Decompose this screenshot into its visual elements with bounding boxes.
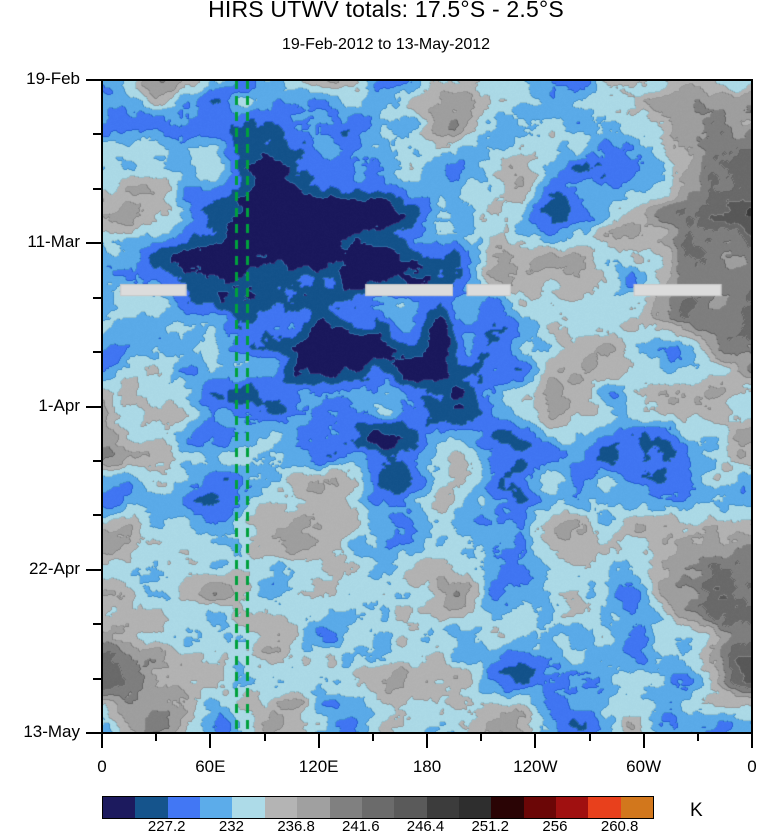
plot-border-top [101, 79, 753, 81]
x-tick-label-2: 120E [298, 757, 339, 776]
plot-border-right [751, 79, 753, 734]
colorbar-swatch-14 [556, 797, 589, 818]
y-tick-label-1-apr: 1-Apr [38, 395, 80, 415]
y-tick-label-19-feb: 19-Feb [26, 69, 80, 88]
y-tick-minor [93, 677, 103, 680]
colorbar-swatch-9 [394, 797, 427, 818]
plot-area [102, 80, 752, 733]
colorbar-unit-label: K [690, 800, 703, 821]
x-tick-major [426, 733, 428, 748]
x-tick-minor [263, 733, 266, 741]
colorbar-swatch-0 [103, 797, 136, 818]
page-title: HIRS UTWV totals: 17.5°S - 2.5°S [208, 0, 564, 22]
colorbar-swatch-6 [297, 797, 330, 818]
colorbar-tick-227.2: 227.2 [147, 818, 186, 835]
colorbar-swatch-3 [200, 797, 233, 818]
x-tick-label-0: 0 [97, 757, 107, 776]
y-tick-label-13-may: 13-May [23, 722, 80, 741]
x-tick-major [751, 733, 753, 748]
colorbar-tick-246.4: 246.4 [406, 818, 445, 835]
x-tick-label-3: 180 [412, 757, 442, 776]
colorbar-swatch-1 [135, 797, 168, 818]
x-tick-major [101, 733, 103, 748]
x-tick-label-5: 60W [626, 757, 662, 776]
x-tick-major [317, 733, 320, 748]
x-tick-minor [155, 733, 158, 741]
x-tick-label-1: 60E [195, 757, 226, 776]
x-tick-label-6: 0 [747, 757, 757, 776]
colorbar-swatch-8 [361, 797, 395, 818]
hovmoller-heatmap-canvas [102, 80, 752, 733]
colorbar-swatch-4 [232, 797, 265, 818]
colorbar-swatch-15 [588, 797, 621, 818]
y-tick-minor [93, 296, 103, 299]
colorbar-swatch-12 [491, 797, 524, 818]
colorbar-tick-236.8: 236.8 [277, 818, 315, 835]
x-tick-major [642, 733, 645, 748]
colorbar-tick-232: 232 [218, 818, 244, 835]
colorbar-swatch-16 [620, 797, 654, 818]
y-tick-major [86, 568, 103, 571]
y-tick-minor [93, 514, 103, 517]
colorbar-tick-251.2: 251.2 [471, 818, 509, 835]
colorbar-swatch-11 [458, 797, 492, 818]
colorbar [102, 796, 654, 819]
y-tick-minor [93, 623, 103, 626]
y-tick-minor [93, 459, 103, 462]
x-tick-minor [371, 733, 374, 741]
y-tick-major [86, 732, 103, 734]
colorbar-tick-241.6: 241.6 [342, 818, 380, 835]
page-subtitle: 19-Feb-2012 to 13-May-2012 [281, 36, 491, 53]
x-tick-major [209, 733, 212, 748]
colorbar-swatch-2 [167, 797, 201, 818]
x-tick-major [534, 733, 537, 748]
y-tick-minor [93, 351, 103, 354]
y-tick-major [86, 242, 103, 245]
y-tick-major [86, 79, 103, 81]
x-tick-minor [696, 733, 699, 741]
colorbar-tick-260.8: 260.8 [600, 818, 639, 835]
y-tick-minor [93, 187, 103, 190]
colorbar-swatch-5 [264, 797, 298, 818]
colorbar-swatch-13 [523, 797, 557, 818]
y-tick-minor [93, 133, 103, 136]
y-tick-label-22-apr: 22-Apr [28, 558, 80, 578]
x-tick-minor [480, 733, 483, 741]
y-tick-label-11-mar: 11-Mar [27, 232, 80, 252]
colorbar-tick-256: 256 [542, 818, 568, 835]
colorbar-swatch-7 [329, 797, 362, 818]
y-tick-major [86, 405, 103, 408]
x-tick-label-4: 120W [513, 757, 558, 776]
x-tick-minor [588, 733, 591, 741]
colorbar-swatch-10 [426, 797, 459, 818]
